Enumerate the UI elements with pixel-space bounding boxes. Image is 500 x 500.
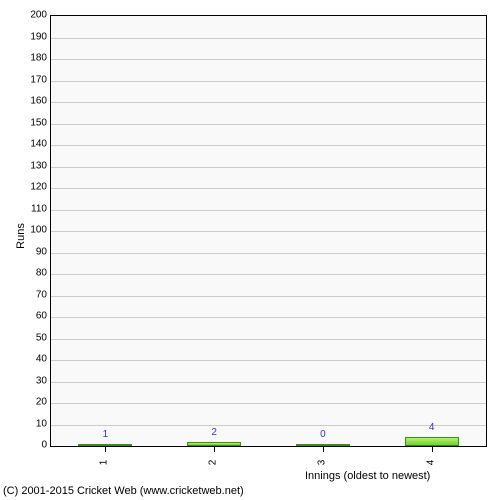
gridline xyxy=(51,59,486,60)
y-tick-label: 60 xyxy=(17,311,47,322)
y-tick-label: 90 xyxy=(17,246,47,257)
bar-value-label: 4 xyxy=(429,422,435,433)
bar xyxy=(405,437,459,446)
gridline xyxy=(51,167,486,168)
y-tick-label: 40 xyxy=(17,354,47,365)
x-tick-label: 4 xyxy=(425,453,436,473)
gridline xyxy=(51,403,486,404)
y-tick-label: 200 xyxy=(17,10,47,21)
bar-value-label: 0 xyxy=(320,429,326,440)
y-tick-label: 140 xyxy=(17,139,47,150)
chart-container: 1204 Runs Innings (oldest to newest) (C)… xyxy=(0,0,500,500)
x-tick xyxy=(105,446,106,452)
y-tick-label: 0 xyxy=(17,440,47,451)
plot-area: 1 2 0 4 xyxy=(50,15,487,447)
y-tick-label: 160 xyxy=(17,96,47,107)
y-tick-label: 50 xyxy=(17,332,47,343)
bar-value-label: 2 xyxy=(211,427,217,438)
gridline xyxy=(51,296,486,297)
x-tick-label: 1 xyxy=(99,453,110,473)
y-tick-label: 190 xyxy=(17,31,47,42)
gridline xyxy=(51,274,486,275)
gridline xyxy=(51,145,486,146)
gridline xyxy=(51,124,486,125)
gridline xyxy=(51,81,486,82)
gridline xyxy=(51,360,486,361)
y-tick-label: 20 xyxy=(17,397,47,408)
y-tick-label: 70 xyxy=(17,289,47,300)
x-tick-label: 2 xyxy=(208,453,219,473)
x-tick-label: 3 xyxy=(316,453,327,473)
gridline xyxy=(51,210,486,211)
gridline xyxy=(51,188,486,189)
y-tick-label: 80 xyxy=(17,268,47,279)
gridline xyxy=(51,317,486,318)
y-tick-label: 30 xyxy=(17,375,47,386)
gridline xyxy=(51,253,486,254)
bar-value-label: 1 xyxy=(103,429,109,440)
y-tick-label: 130 xyxy=(17,160,47,171)
gridline xyxy=(51,339,486,340)
y-tick-label: 110 xyxy=(17,203,47,214)
y-tick-label: 100 xyxy=(17,225,47,236)
y-tick-label: 10 xyxy=(17,418,47,429)
x-tick xyxy=(323,446,324,452)
y-tick-label: 150 xyxy=(17,117,47,128)
gridline xyxy=(51,231,486,232)
y-tick-label: 170 xyxy=(17,74,47,85)
gridline xyxy=(51,425,486,426)
gridline xyxy=(51,102,486,103)
gridline xyxy=(51,382,486,383)
gridline xyxy=(51,38,486,39)
x-tick xyxy=(214,446,215,452)
y-tick-label: 120 xyxy=(17,182,47,193)
copyright-text: (C) 2001-2015 Cricket Web (www.cricketwe… xyxy=(3,485,244,497)
x-tick xyxy=(432,446,433,452)
y-tick-label: 180 xyxy=(17,53,47,64)
